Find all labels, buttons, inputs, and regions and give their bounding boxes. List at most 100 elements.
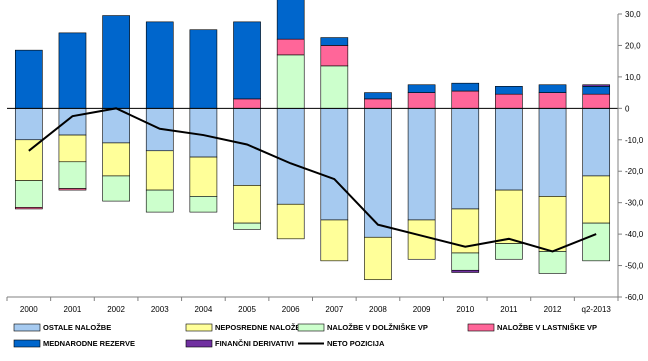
legend-item-neto-pozicija: NETO POZICIJA <box>298 339 385 348</box>
bar-nalo-be-v-dol-ni-ke-vp-2005 <box>234 223 261 229</box>
bar-neposredne-nalo-be-2012 <box>539 196 566 251</box>
legend-swatch <box>14 340 40 347</box>
bar-mednarodne-rezerve-2001 <box>59 33 86 108</box>
bar-nalo-be-v-lastni-ke-vp-2010 <box>452 91 479 108</box>
bar-nalo-be-v-lastni-ke-vp-q2-2013 <box>583 94 610 108</box>
bar-finan-ni-derivativi-q2-2013 <box>583 85 610 87</box>
bar-neposredne-nalo-be-2004 <box>190 157 217 196</box>
bar-mednarodne-rezerve-2005 <box>234 22 261 99</box>
y-tick-label: -10,0 <box>625 136 644 145</box>
bar-mednarodne-rezerve-2010 <box>452 83 479 91</box>
y-tick-label: -60,0 <box>625 293 644 302</box>
bar-ostale-nalo-be-2000 <box>15 108 42 139</box>
legend-swatch <box>298 324 324 331</box>
bar-mednarodne-rezerve-2004 <box>190 30 217 109</box>
legend-swatch <box>186 340 212 347</box>
x-tick-label: 2009 <box>413 305 431 314</box>
bar-neposredne-nalo-be-2006 <box>277 204 304 239</box>
bar-ostale-nalo-be-2006 <box>277 108 304 204</box>
bar-nalo-be-v-dol-ni-ke-vp-2012 <box>539 251 566 273</box>
legend-item-mednarodne-rezerve: MEDNARODNE REZERVE <box>14 339 135 348</box>
bar-ostale-nalo-be-2005 <box>234 108 261 185</box>
bar-ostale-nalo-be-2008 <box>364 108 391 237</box>
bar-ostale-nalo-be-q2-2013 <box>583 108 610 176</box>
bar-mednarodne-rezerve-2008 <box>364 93 391 99</box>
bar-neposredne-nalo-be-2007 <box>321 220 348 261</box>
bar-finan-ni-derivativi-2010 <box>452 270 479 272</box>
bar-mednarodne-rezerve-2006 <box>277 0 304 39</box>
plot-area <box>7 0 618 280</box>
x-tick-label: 2005 <box>238 305 256 314</box>
bar-nalo-be-v-dol-ni-ke-vp-2010 <box>452 253 479 270</box>
bar-neposredne-nalo-be-2008 <box>364 237 391 279</box>
bar-mednarodne-rezerve-2012 <box>539 85 566 93</box>
legend-swatch <box>14 324 40 331</box>
y-axis: -60,0-50,0-40,0-30,0-20,0-10,0010,020,03… <box>618 10 644 302</box>
legend-label: NETO POZICIJA <box>327 339 385 348</box>
x-tick-label: 2012 <box>544 305 562 314</box>
bar-mednarodne-rezerve-2007 <box>321 38 348 46</box>
bar-neposredne-nalo-be-q2-2013 <box>583 176 610 223</box>
bar-neposredne-nalo-be-2009 <box>408 220 435 259</box>
y-tick-label: -40,0 <box>625 230 644 239</box>
bar-neposredne-nalo-be-2003 <box>146 151 173 190</box>
x-tick-label: 2008 <box>369 305 387 314</box>
bar-neposredne-nalo-be-2002 <box>103 143 130 176</box>
legend-swatch <box>468 324 494 331</box>
bar-mednarodne-rezerve-2003 <box>146 22 173 108</box>
bar-mednarodne-rezerve-2002 <box>103 16 130 109</box>
bar-ostale-nalo-be-2012 <box>539 108 566 196</box>
bar-neposredne-nalo-be-2001 <box>59 135 86 162</box>
legend-label: MEDNARODNE REZERVE <box>43 339 135 348</box>
bar-neposredne-nalo-be-2000 <box>15 140 42 181</box>
bar-nalo-be-v-lastni-ke-vp-2000 <box>15 207 42 209</box>
bar-mednarodne-rezerve-2000 <box>15 50 42 108</box>
legend-item-finan-ni-derivativi: FINANČNI DERIVATIVI <box>186 339 294 348</box>
bar-nalo-be-v-dol-ni-ke-vp-2001 <box>59 162 86 189</box>
x-tick-label: 2002 <box>107 305 125 314</box>
bar-nalo-be-v-dol-ni-ke-vp-2003 <box>146 190 173 212</box>
bar-neposredne-nalo-be-2011 <box>495 190 522 243</box>
x-tick-label: 2006 <box>282 305 300 314</box>
bar-neposredne-nalo-be-2005 <box>234 185 261 223</box>
bar-nalo-be-v-dol-ni-ke-vp-2006 <box>277 55 304 108</box>
bar-mednarodne-rezerve-2009 <box>408 85 435 93</box>
bar-nalo-be-v-lastni-ke-vp-2006 <box>277 39 304 55</box>
bar-nalo-be-v-dol-ni-ke-vp-q2-2013 <box>583 223 610 261</box>
bar-ostale-nalo-be-2010 <box>452 108 479 209</box>
bar-mednarodne-rezerve-q2-2013 <box>583 86 610 94</box>
bar-nalo-be-v-lastni-ke-vp-2001 <box>59 189 86 191</box>
bar-nalo-be-v-dol-ni-ke-vp-2000 <box>15 181 42 208</box>
y-tick-label: 0 <box>625 104 630 113</box>
legend-label: NEPOSREDNE NALOŽBE <box>215 323 306 332</box>
legend-label: NALOŽBE V DOLŽNIŠKE VP <box>327 323 428 332</box>
bar-nalo-be-v-lastni-ke-vp-2007 <box>321 45 348 65</box>
bar-ostale-nalo-be-2009 <box>408 108 435 220</box>
legend: OSTALE NALOŽBE NEPOSREDNE NALOŽBE NALOŽBE … <box>14 323 597 348</box>
bar-nalo-be-v-lastni-ke-vp-2012 <box>539 93 566 109</box>
bar-nalo-be-v-lastni-ke-vp-2008 <box>364 99 391 108</box>
legend-label: FINANČNI DERIVATIVI <box>215 339 294 348</box>
y-tick-label: -20,0 <box>625 167 644 176</box>
y-tick-label: 20,0 <box>625 41 641 50</box>
bar-nalo-be-v-lastni-ke-vp-2011 <box>495 94 522 108</box>
x-tick-label: 2007 <box>325 305 343 314</box>
y-tick-label: -30,0 <box>625 199 644 208</box>
bar-ostale-nalo-be-2007 <box>321 108 348 220</box>
x-tick-label: 2011 <box>500 305 518 314</box>
bar-nalo-be-v-dol-ni-ke-vp-2004 <box>190 196 217 212</box>
legend-label: NALOŽBE V LASTNIŠKE VP <box>497 323 597 332</box>
legend-item-neposredne-nalo-be: NEPOSREDNE NALOŽBE <box>186 323 306 332</box>
y-tick-label: 30,0 <box>625 10 641 19</box>
x-tick-label: 2010 <box>456 305 474 314</box>
legend-swatch <box>186 324 212 331</box>
bar-nalo-be-v-lastni-ke-vp-2009 <box>408 93 435 109</box>
legend-item-nalo-be-v-dol-ni-ke-vp: NALOŽBE V DOLŽNIŠKE VP <box>298 323 428 332</box>
legend-item-ostale-nalo-be: OSTALE NALOŽBE <box>14 323 111 332</box>
bar-ostale-nalo-be-2011 <box>495 108 522 190</box>
x-tick-label: 2003 <box>151 305 169 314</box>
y-tick-label: -50,0 <box>625 262 644 271</box>
